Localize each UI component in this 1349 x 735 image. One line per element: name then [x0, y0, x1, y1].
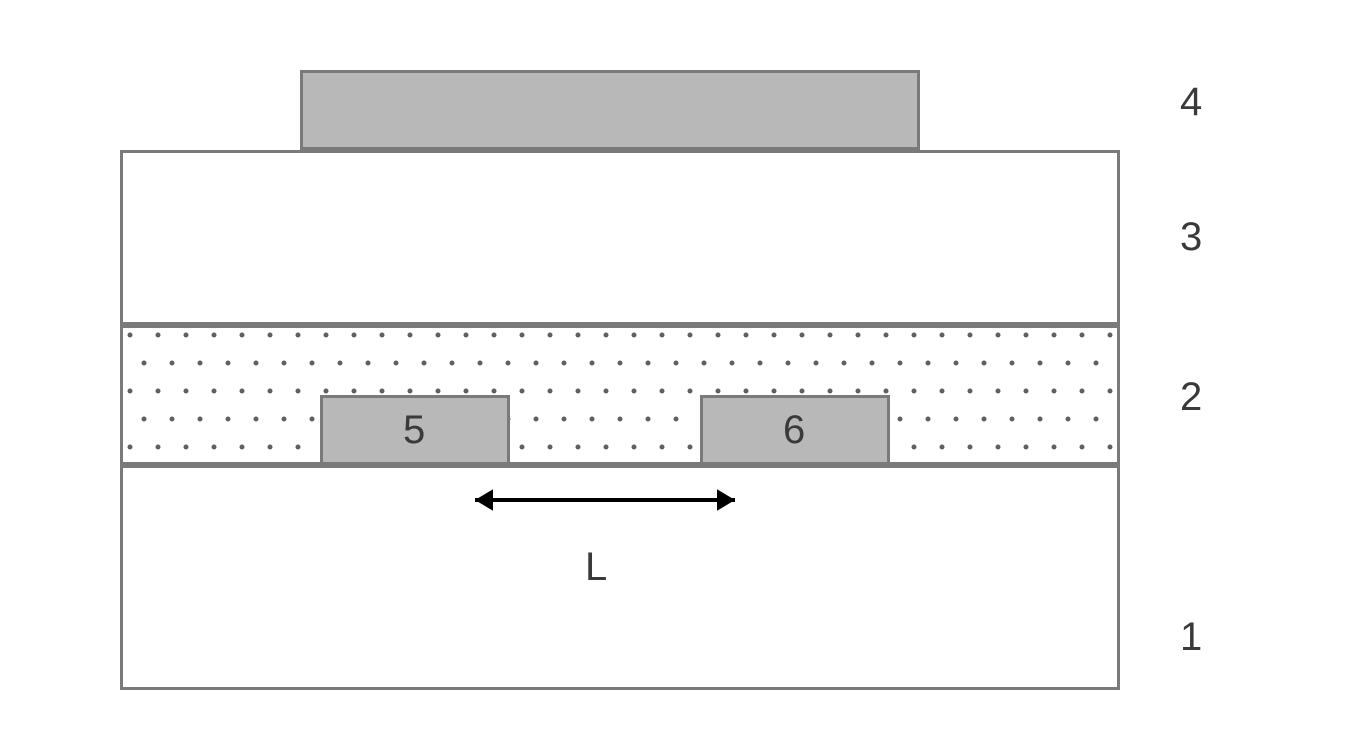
- side-label-3: 3: [1180, 215, 1202, 260]
- electrode-5-label: 5: [403, 408, 425, 453]
- layer-2-dot-pattern: [120, 325, 1120, 465]
- side-label-2: 2: [1180, 375, 1202, 420]
- side-label-4: 4: [1180, 80, 1202, 125]
- side-label-1: 1: [1180, 615, 1202, 660]
- layer-1-substrate: [120, 465, 1120, 690]
- diagram-stage: 5 6 4 3 2 1 L: [0, 0, 1349, 735]
- dimension-label: L: [585, 545, 607, 590]
- electrode-6-label: 6: [783, 408, 805, 453]
- layer-3: [120, 150, 1120, 325]
- layer-4-top-electrode: [300, 70, 920, 150]
